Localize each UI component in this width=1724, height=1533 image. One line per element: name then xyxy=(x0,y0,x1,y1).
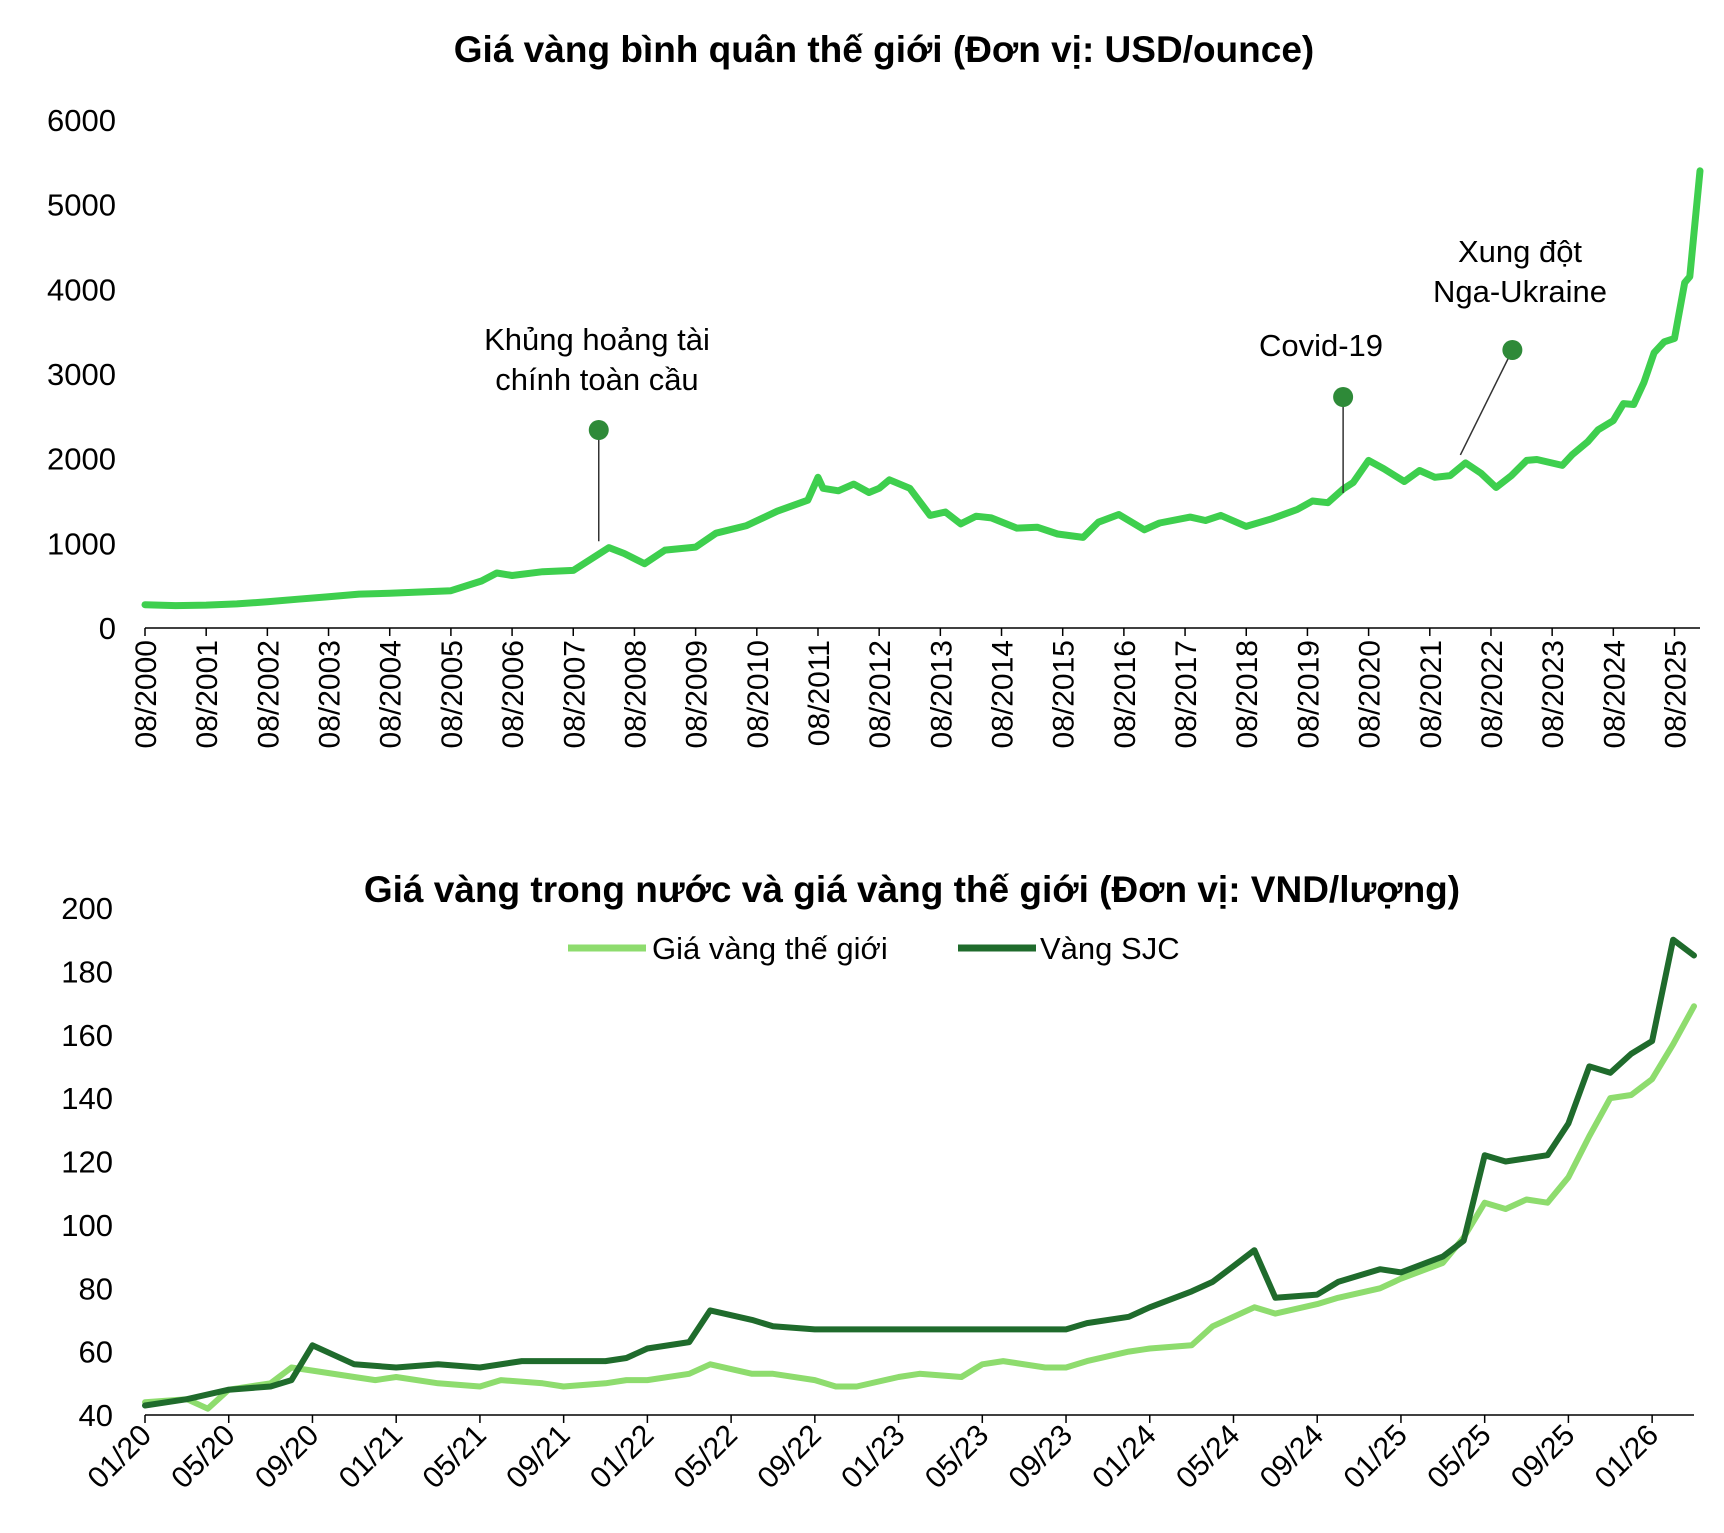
chart1-x-tick-label: 08/2015 xyxy=(1048,640,1081,748)
annotation-label: Covid-19 xyxy=(1259,328,1383,363)
annotation-label: Khủng hoảng tài xyxy=(484,322,710,357)
chart2-x-tick-label: 05/21 xyxy=(416,1419,492,1495)
chart2-x-tick-label: 01/26 xyxy=(1589,1419,1665,1495)
chart1-x-tick-label: 08/2000 xyxy=(130,640,163,748)
chart1-y-tick-label: 6000 xyxy=(47,103,116,138)
chart1-x-tick-label: 08/2005 xyxy=(436,640,469,748)
chart1-x-tick-label: 08/2017 xyxy=(1170,640,1203,748)
chart2-x-tick-label: 09/22 xyxy=(751,1419,827,1495)
chart1-x-tick-label: 08/2002 xyxy=(252,640,285,748)
chart2-x-tick-label: 01/25 xyxy=(1337,1419,1413,1495)
chart2-series-line-2 xyxy=(142,936,1697,1409)
annotation-marker xyxy=(1502,340,1523,360)
chart1-title: Giá vàng bình quân thế giới (Đơn vị: USD… xyxy=(454,29,1314,70)
chart2-x-tick-label: 05/25 xyxy=(1421,1419,1497,1495)
chart1-x-tick-label: 08/2004 xyxy=(375,640,408,748)
chart2-y-tick-label: 100 xyxy=(61,1208,113,1243)
chart1-x-tick-label: 08/2011 xyxy=(803,640,836,746)
chart2-y-tick-label: 160 xyxy=(61,1018,113,1053)
chart2-x-tick-label: 09/23 xyxy=(1003,1419,1079,1495)
legend-label: Vàng SJC xyxy=(1040,931,1180,966)
chart1-y-tick-label: 0 xyxy=(99,611,116,646)
annotation-label: chính toàn cầu xyxy=(495,362,698,397)
chart2-x-tick-label: 05/24 xyxy=(1170,1419,1246,1495)
chart1-x-tick-label: 08/2007 xyxy=(558,640,591,748)
chart1-x-tick-label: 08/2018 xyxy=(1231,640,1264,748)
chart1-x-tick-label: 08/2010 xyxy=(742,640,775,748)
chart2-x-tick-label: 05/20 xyxy=(165,1419,241,1495)
chart2-x-tick-label: 05/22 xyxy=(668,1419,744,1495)
chart1-x-tick-label: 08/2025 xyxy=(1660,640,1693,748)
annotation-label: Xung đột xyxy=(1458,234,1582,269)
chart2-y-tick-label: 140 xyxy=(61,1081,113,1116)
chart2-x-tick-label: 01/23 xyxy=(835,1419,911,1495)
chart1-y-tick-label: 3000 xyxy=(47,357,116,392)
chart2-x-tick-label: 09/21 xyxy=(500,1419,576,1495)
chart2-x-tick-label: 01/24 xyxy=(1086,1419,1162,1495)
chart1-x-tick-label: 08/2021 xyxy=(1415,640,1448,748)
chart1-x-tick-label: 08/2022 xyxy=(1476,640,1509,748)
chart1-x-tick-label: 08/2008 xyxy=(619,640,652,748)
chart2-y-tick-label: 120 xyxy=(61,1145,113,1180)
chart1-x-tick-label: 08/2009 xyxy=(681,640,714,748)
chart1-y-tick-label: 1000 xyxy=(47,526,116,561)
chart1-y-tick-label: 2000 xyxy=(47,442,116,477)
annotation-marker xyxy=(588,420,609,440)
chart2-y-tick-label: 180 xyxy=(61,954,113,989)
chart1-x-tick-label: 08/2019 xyxy=(1292,640,1325,748)
chart1-series-line xyxy=(141,167,1704,610)
chart1-x-tick-label: 08/2003 xyxy=(314,640,347,748)
chart1-x-tick-label: 08/2024 xyxy=(1598,640,1631,748)
chart2-x-tick-label: 09/25 xyxy=(1505,1419,1581,1495)
chart2-x-tick-label: 09/20 xyxy=(249,1419,325,1495)
chart1-x-tick-label: 08/2012 xyxy=(864,640,897,748)
chart2-title: Giá vàng trong nước và giá vàng thế giới… xyxy=(364,869,1460,910)
chart2-y-tick-label: 60 xyxy=(79,1335,113,1370)
legend-label: Giá vàng thế giới xyxy=(652,931,888,966)
annotation-marker xyxy=(1333,387,1354,407)
chart2-series-line-1 xyxy=(142,1003,1697,1412)
chart2-x-tick-label: 01/22 xyxy=(584,1419,660,1495)
annotation-label: Nga-Ukraine xyxy=(1433,274,1607,309)
chart1-x-tick-label: 08/2006 xyxy=(497,640,530,748)
chart2-x-tick-label: 05/23 xyxy=(919,1419,995,1495)
chart1-x-tick-label: 08/2013 xyxy=(925,640,958,748)
chart1-x-tick-label: 08/2020 xyxy=(1354,640,1387,748)
chart1-x-tick-label: 08/2016 xyxy=(1109,640,1142,748)
chart1-y-tick-label: 4000 xyxy=(47,272,116,307)
annotation-leader-line xyxy=(1459,349,1514,456)
chart2-x-tick-label: 01/21 xyxy=(333,1419,409,1495)
chart2-x-tick-label: 09/24 xyxy=(1254,1419,1330,1495)
chart2-y-tick-label: 80 xyxy=(79,1271,113,1306)
chart1-x-tick-label: 08/2001 xyxy=(191,640,224,748)
chart1-y-tick-label: 5000 xyxy=(47,188,116,223)
chart1-x-tick-label: 08/2014 xyxy=(987,640,1020,748)
chart2-y-tick-label: 200 xyxy=(61,891,113,926)
chart2-y-tick-label: 40 xyxy=(79,1398,113,1433)
chart1-x-tick-label: 08/2023 xyxy=(1537,640,1570,748)
